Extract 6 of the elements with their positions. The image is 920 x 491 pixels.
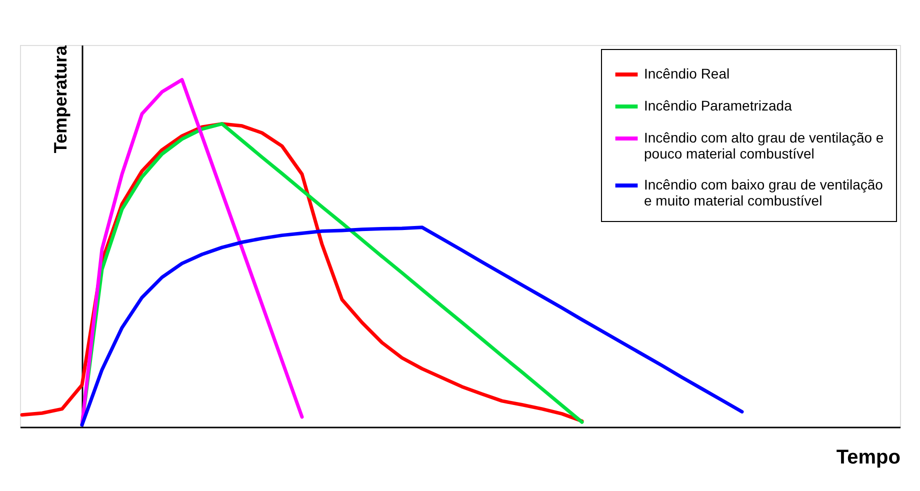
legend-label: Incêndio Real [644,66,730,82]
legend-label: Incêndio com alto grau de ventilação e pouco material combustível [644,130,884,162]
legend-label: Incêndio Parametrizada [644,98,792,114]
y-axis-title: Temperatura [50,44,70,154]
legend-label: Incêndio com baixo grau de ventilação e muito material combustível [644,176,884,208]
x-axis-title: Tempo [836,446,900,468]
